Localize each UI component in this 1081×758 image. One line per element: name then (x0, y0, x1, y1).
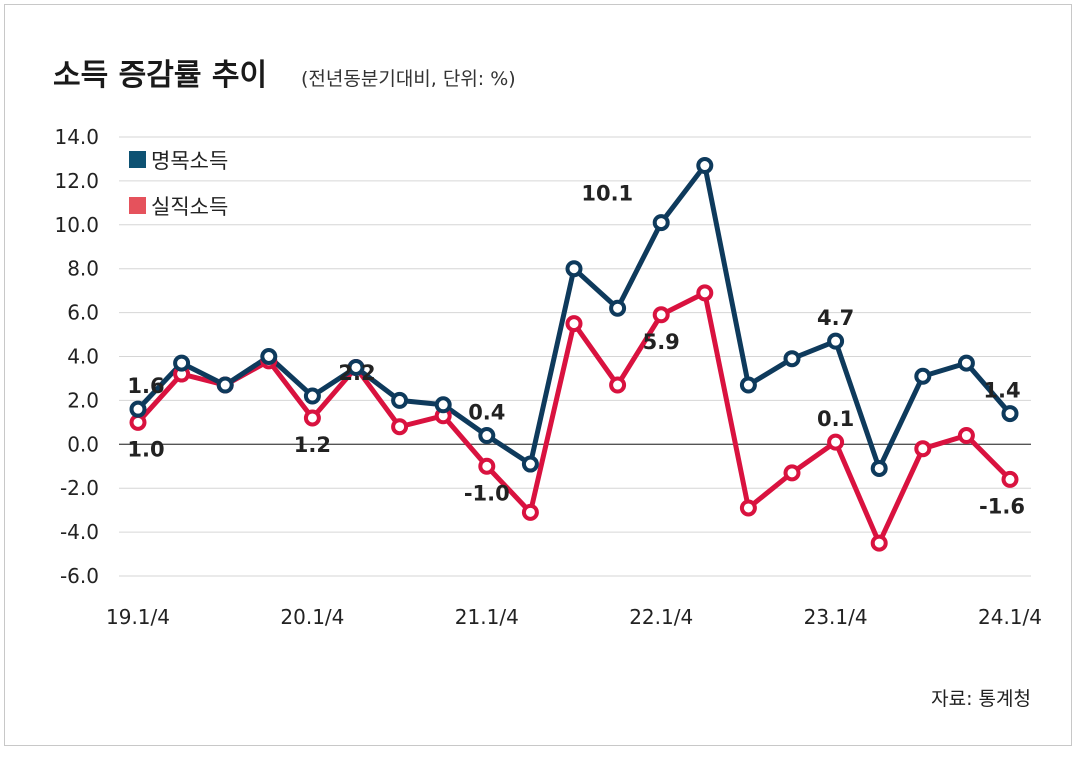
data-point-nominal (870, 459, 888, 477)
data-point-nominal (827, 332, 845, 350)
data-point-nominal (216, 376, 234, 394)
series-layer (129, 157, 1019, 552)
legend-label-nominal: 명목소득 (151, 149, 228, 173)
source-note: 자료: 통계청 (931, 688, 1031, 710)
data-point-real (129, 413, 147, 431)
y-tick-label: 14.0 (54, 125, 99, 149)
legend-label-real: 실직소득 (151, 195, 228, 219)
y-tick-label: -4.0 (60, 520, 99, 544)
data-point-nominal (739, 376, 757, 394)
y-tick-label: 0.0 (67, 432, 99, 456)
data-point-real (783, 464, 801, 482)
data-point-nominal (565, 260, 583, 278)
data-point-nominal (434, 396, 452, 414)
chart-subtitle: (전년동분기대비, 단위: %) (301, 68, 516, 90)
y-tick-label: 6.0 (67, 301, 99, 325)
data-point-nominal (652, 214, 670, 232)
x-tick-label: 19.1/4 (106, 605, 170, 629)
data-point-nominal (391, 391, 409, 409)
data-point-nominal (478, 427, 496, 445)
data-label: 2.2 (338, 361, 375, 385)
data-label: 5.9 (643, 330, 680, 354)
data-point-nominal (347, 358, 365, 376)
x-tick-label: 24.1/4 (978, 605, 1042, 629)
data-label: 10.1 (581, 182, 633, 206)
data-point-real (870, 534, 888, 552)
x-tick-label: 23.1/4 (804, 605, 868, 629)
data-point-nominal (783, 350, 801, 368)
chart-title: 소득 증감률 추이 (53, 58, 267, 93)
data-point-real (739, 499, 757, 517)
data-point-nominal (260, 348, 278, 365)
x-axis-ticks: 19.1/4 20.1/4 21.1/4 22.1/4 23.1/4 24.1/4 (106, 605, 1042, 629)
data-point-real (521, 503, 539, 521)
data-point-nominal (521, 455, 539, 473)
x-tick-label: 22.1/4 (629, 605, 693, 629)
data-point-real (827, 433, 845, 451)
data-point-nominal (609, 299, 627, 317)
data-point-real (696, 284, 714, 302)
data-label: 0.1 (817, 407, 854, 431)
y-tick-label: 8.0 (67, 257, 99, 281)
data-labels: 1.6 1.0 2.2 1.2 0.4 -1.0 10.1 5.9 4.7 0.1 1.4 -1.6 (127, 182, 1025, 519)
legend: 명목소득 실직소득 (129, 149, 228, 219)
data-label: 0.4 (468, 401, 505, 425)
y-tick-label: 10.0 (54, 213, 99, 237)
data-label: 1.2 (294, 433, 331, 457)
data-point-real (957, 427, 975, 445)
data-label: 4.7 (817, 306, 854, 330)
data-label: 1.6 (127, 374, 164, 398)
data-point-real (1001, 470, 1019, 488)
data-label: -1.0 (464, 481, 510, 505)
y-tick-label: 12.0 (54, 169, 99, 193)
data-point-real (478, 457, 496, 475)
data-point-nominal (957, 354, 975, 372)
data-point-real (609, 376, 627, 394)
data-point-nominal (1001, 405, 1019, 423)
y-tick-label: -6.0 (60, 564, 99, 588)
x-tick-label: 21.1/4 (455, 605, 519, 629)
data-point-nominal (696, 157, 714, 175)
data-point-real (303, 409, 321, 427)
data-point-real (391, 418, 409, 436)
chart-frame: 소득 증감률 추이 (전년동분기대비, 단위: %) 14.0 12.0 10.0 8… (4, 4, 1072, 746)
y-tick-label: 4.0 (67, 345, 99, 369)
y-tick-label: 2.0 (67, 388, 99, 412)
x-tick-label: 20.1/4 (280, 605, 344, 629)
line-chart: 소득 증감률 추이 (전년동분기대비, 단위: %) 14.0 12.0 10.0 8… (53, 58, 1042, 710)
legend-swatch-real (129, 197, 146, 214)
data-point-real (652, 306, 670, 324)
data-point-real (914, 440, 932, 458)
data-point-nominal (173, 354, 191, 372)
data-label: 1.4 (983, 379, 1020, 403)
data-label: -1.6 (979, 494, 1025, 518)
data-point-nominal (914, 367, 932, 385)
data-point-real (565, 315, 583, 333)
legend-swatch-nominal (129, 151, 146, 168)
data-point-nominal (303, 387, 321, 405)
data-point-nominal (129, 400, 147, 418)
data-label: 1.0 (127, 437, 164, 461)
y-tick-label: -2.0 (60, 476, 99, 500)
y-axis-ticks: 14.0 12.0 10.0 8.0 6.0 4.0 2.0 0.0 -2.0 -4.0 -6.0 (54, 125, 99, 588)
